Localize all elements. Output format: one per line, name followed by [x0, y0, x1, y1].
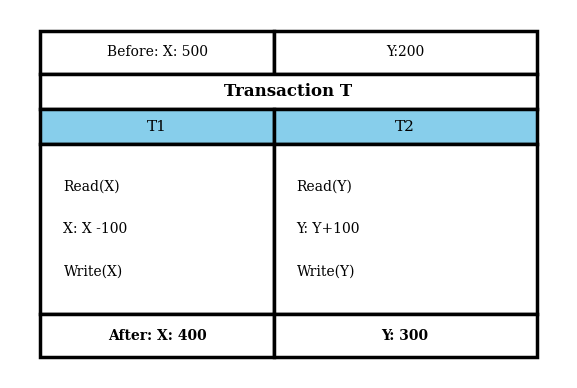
Bar	[273, 109, 537, 144]
Text: T1: T1	[147, 120, 167, 134]
Bar	[273, 314, 537, 357]
Text: T2: T2	[395, 120, 415, 134]
Text: Write(X): Write(X)	[63, 265, 123, 279]
Text: X: X -100: X: X -100	[63, 222, 128, 236]
Text: Y: Y+100: Y: Y+100	[297, 222, 360, 236]
Bar	[40, 109, 273, 144]
Text: Before: X: 500: Before: X: 500	[107, 45, 208, 59]
Text: After: X: 400: After: X: 400	[108, 329, 207, 343]
Text: Write(Y): Write(Y)	[297, 265, 355, 279]
Bar	[40, 31, 273, 74]
Bar	[40, 144, 273, 314]
Text: Transaction T: Transaction T	[224, 83, 353, 100]
Bar	[40, 314, 273, 357]
Text: Read(X): Read(X)	[63, 180, 120, 194]
Bar	[273, 144, 537, 314]
Text: Y:200: Y:200	[386, 45, 424, 59]
Bar	[273, 31, 537, 74]
Text: Read(Y): Read(Y)	[297, 180, 353, 194]
Bar	[40, 74, 537, 109]
Text: Y: 300: Y: 300	[381, 329, 429, 343]
